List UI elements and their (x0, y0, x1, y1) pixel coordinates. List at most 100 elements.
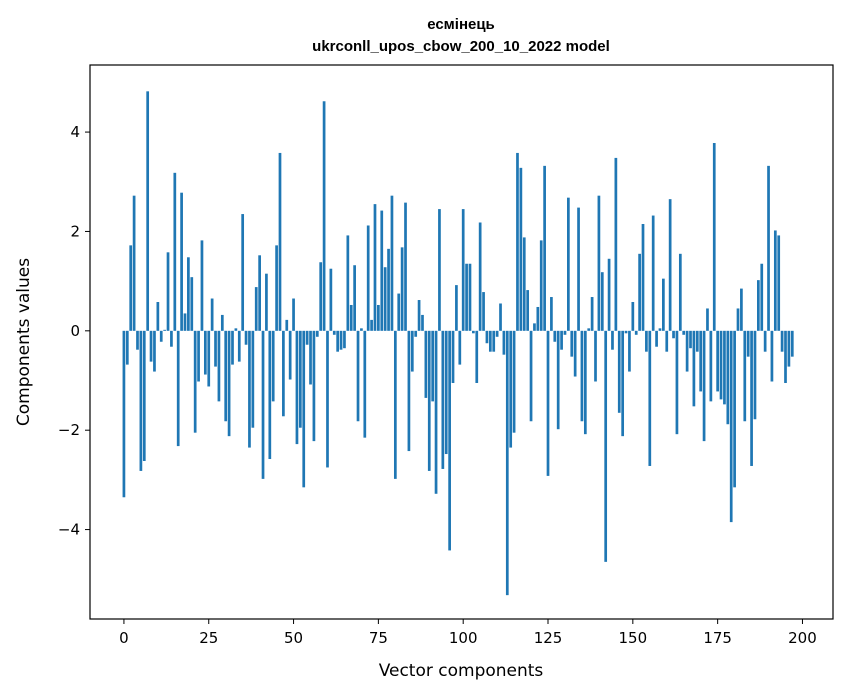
bar-15 (173, 172, 177, 331)
x-tick-label: 200 (788, 629, 817, 647)
chart-title-line-2: ukrconll_upos_cbow_200_10_2022 model (312, 38, 610, 55)
bar-76 (380, 210, 384, 331)
bar-66 (346, 235, 350, 331)
bar-191 (770, 330, 774, 382)
bar-8 (149, 330, 153, 362)
bar-23 (200, 240, 204, 331)
bar-10 (156, 302, 160, 331)
bar-31 (227, 330, 231, 437)
y-tick-label: −4 (58, 521, 80, 539)
bar-141 (600, 272, 604, 331)
bar-115 (512, 330, 516, 433)
bar-122 (536, 306, 540, 331)
bar-4 (136, 330, 139, 350)
x-tick-label: 175 (703, 629, 732, 647)
bar-29 (220, 314, 224, 331)
bar-68 (353, 265, 356, 331)
chart-title-line-1: есмінець (427, 16, 495, 33)
bar-21 (193, 330, 197, 433)
bar-82 (400, 247, 404, 331)
bar-47 (282, 330, 285, 417)
bar-110 (495, 330, 499, 337)
bar-128 (556, 330, 560, 430)
bar-140 (597, 195, 601, 331)
bar-153 (641, 224, 645, 331)
bar-120 (529, 330, 533, 422)
bar-176 (719, 330, 723, 400)
bar-77 (383, 267, 387, 331)
bar-154 (645, 330, 648, 352)
y-axis-ticks: −4 −2 0 2 4 (58, 123, 90, 539)
bar-194 (780, 330, 784, 352)
bar-35 (241, 214, 245, 331)
bar-64 (339, 330, 343, 350)
bar-196 (787, 330, 791, 367)
bar-160 (665, 330, 669, 352)
bar-168 (692, 330, 696, 407)
bar-58 (319, 262, 323, 331)
bar-25 (207, 330, 211, 387)
bar-125 (546, 330, 550, 476)
bar-121 (533, 323, 536, 331)
bar-135 (580, 330, 584, 422)
bar-180 (733, 330, 736, 488)
bar-49 (288, 330, 292, 380)
bar-183 (743, 330, 747, 422)
bar-80 (393, 330, 397, 479)
bar-46 (278, 152, 282, 331)
bar-104 (475, 330, 479, 383)
bar-85 (410, 330, 414, 372)
bar-12 (163, 329, 166, 331)
bar-96 (448, 330, 451, 551)
bar-6 (142, 330, 146, 461)
bar-133 (573, 330, 577, 377)
bar-67 (349, 304, 353, 331)
bar-38 (251, 330, 255, 428)
bar-139 (594, 330, 597, 382)
bar-11 (159, 330, 163, 342)
bar-18 (183, 313, 187, 331)
bar-106 (482, 292, 485, 331)
bar-164 (678, 253, 682, 331)
bar-54 (305, 330, 309, 345)
bar-195 (784, 330, 787, 383)
bar-70 (360, 328, 363, 331)
bar-52 (298, 330, 302, 428)
bar-156 (651, 215, 655, 331)
bar-51 (295, 330, 299, 445)
bar-157 (655, 330, 658, 347)
bar-116 (516, 152, 519, 331)
bar-147 (621, 330, 625, 437)
bar-9 (153, 330, 156, 372)
x-tick-label: 150 (619, 629, 648, 647)
bar-174 (712, 143, 716, 331)
bar-182 (740, 288, 743, 331)
bar-148 (624, 330, 628, 334)
bar-131 (567, 197, 570, 331)
bar-185 (750, 330, 753, 466)
bar-26 (210, 298, 214, 331)
bar-83 (404, 202, 407, 331)
bar-5 (139, 330, 143, 471)
bar-130 (563, 330, 567, 335)
bar-172 (706, 308, 709, 331)
bar-45 (275, 245, 278, 331)
bar-161 (668, 199, 672, 331)
bar-97 (451, 330, 455, 383)
bar-113 (505, 330, 509, 596)
bar-71 (363, 330, 367, 438)
bar-159 (662, 278, 665, 331)
bar-44 (271, 330, 275, 402)
bar-57 (315, 330, 319, 337)
bar-36 (244, 330, 248, 345)
bar-86 (414, 330, 418, 337)
bar-118 (522, 237, 526, 331)
bar-162 (672, 330, 675, 339)
bar-34 (237, 330, 241, 362)
bar-155 (648, 330, 652, 466)
bar-63 (336, 330, 340, 352)
bar-14 (170, 330, 173, 347)
bar-75 (377, 304, 380, 331)
bar-146 (617, 330, 621, 413)
